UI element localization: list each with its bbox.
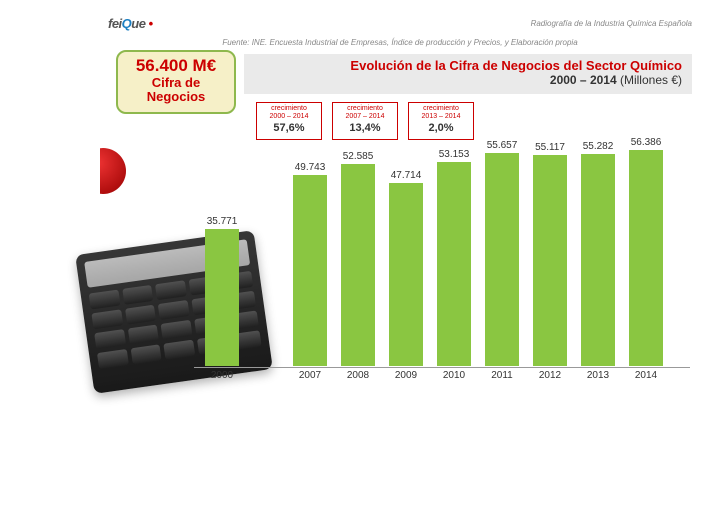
x-tick-label: 2013 — [576, 370, 620, 388]
x-tick-label: 2012 — [528, 370, 572, 388]
bar-column: 53.153 — [432, 149, 476, 366]
header-subtitle: Radiografía de la Industria Química Espa… — [531, 19, 692, 28]
bar — [341, 164, 375, 366]
bar-column: 56.386 — [624, 137, 668, 366]
x-tick-label: 2009 — [384, 370, 428, 388]
bar — [629, 150, 663, 366]
bar-value-label: 47.714 — [391, 170, 422, 181]
logo-text-left: fei — [108, 16, 122, 31]
bar-column: 49.743 — [288, 162, 332, 366]
bar-value-label: 55.657 — [487, 140, 518, 151]
bar-column: 47.714 — [384, 170, 428, 366]
chart-subtitle: 2000 – 2014 (Millones €) — [254, 73, 682, 87]
growth-label: crecimiento — [333, 105, 397, 113]
bar — [389, 183, 423, 366]
kpi-label-2: Negocios — [118, 90, 234, 104]
bar-value-label: 56.386 — [631, 137, 662, 148]
bar-chart: 35.771 49.743 52.585 47.714 53.153 55.657 55.1… — [104, 118, 696, 388]
x-axis — [194, 367, 690, 368]
bar-value-label: 55.117 — [535, 142, 565, 153]
title-years: 2000 – 2014 — [550, 73, 617, 87]
bar-row: 35.771 49.743 52.585 47.714 53.153 55.657 55.1… — [104, 136, 696, 366]
growth-label: crecimiento — [409, 105, 473, 113]
kpi-box: 56.400 M€ Cifra de Negocios — [116, 50, 236, 114]
bar-value-label: 53.153 — [439, 149, 470, 160]
bar — [205, 229, 239, 366]
bar-column: 55.657 — [480, 140, 524, 366]
kpi-label-1: Cifra de — [118, 76, 234, 90]
source-text: Fuente: INE. Encuesta Industrial de Empr… — [104, 38, 696, 47]
bar-column: 52.585 — [336, 151, 380, 366]
header-bar: feiQue • Radiografía de la Industria Quí… — [104, 14, 696, 32]
bar-column: 55.117 — [528, 142, 572, 366]
bar-column: 35.771 — [200, 216, 244, 366]
logo-text-mid: Q — [122, 16, 132, 31]
bar-column: 55.282 — [576, 141, 620, 366]
title-unit: (Millones €) — [620, 73, 682, 87]
logo-dot: • — [145, 16, 152, 31]
growth-label: crecimiento — [257, 105, 321, 113]
x-tick-label: 2014 — [624, 370, 668, 388]
x-tick-label: 2000 — [200, 370, 244, 388]
x-labels: 2000 20072008200920102011201220132014 — [104, 370, 696, 388]
logo-text-right: ue — [131, 16, 145, 31]
x-tick-label: 2007 — [288, 370, 332, 388]
chart-title: Evolución de la Cifra de Negocios del Se… — [254, 58, 682, 73]
logo: feiQue • — [108, 16, 153, 31]
bar — [437, 162, 471, 366]
bar — [581, 154, 615, 366]
bar-value-label: 35.771 — [207, 216, 238, 227]
x-tick-label: 2008 — [336, 370, 380, 388]
bar — [485, 153, 519, 366]
bar — [293, 175, 327, 366]
kpi-value: 56.400 M€ — [118, 56, 234, 76]
x-tick-label: 2010 — [432, 370, 476, 388]
bar-value-label: 49.743 — [295, 162, 326, 173]
x-tick-label: 2011 — [480, 370, 524, 388]
slide: feiQue • Radiografía de la Industria Quí… — [104, 14, 696, 394]
bar-value-label: 55.282 — [583, 141, 614, 152]
bar — [533, 155, 567, 366]
title-band: Evolución de la Cifra de Negocios del Se… — [244, 54, 692, 94]
bar-value-label: 52.585 — [343, 151, 374, 162]
